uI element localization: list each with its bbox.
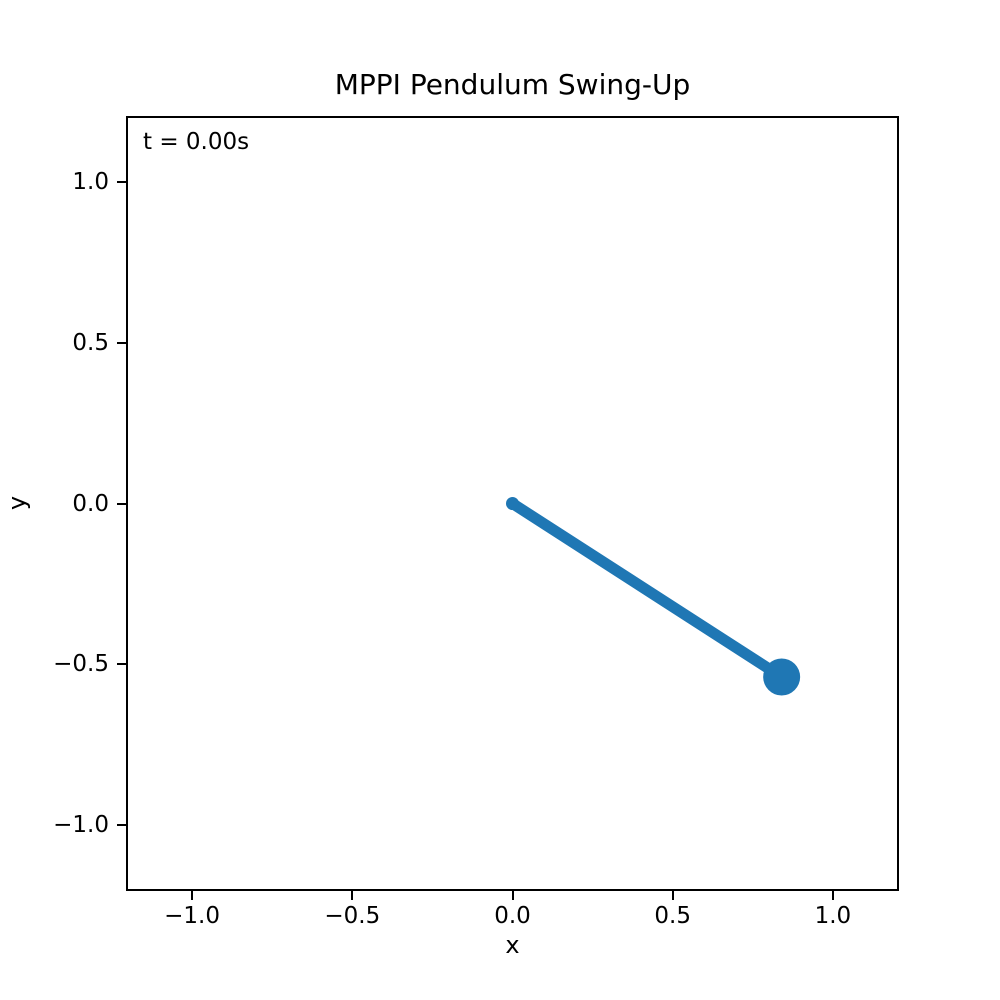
x-axis-label: x — [505, 931, 520, 959]
y-tick-mark — [117, 341, 126, 344]
y-axis-label: y — [3, 495, 31, 511]
time-annotation: t = 0.00s — [143, 129, 250, 155]
y-tick-mark — [117, 181, 126, 184]
y-tick-mark — [117, 823, 126, 826]
y-tick-label: 0.5 — [72, 329, 109, 356]
x-tick-label: 1.0 — [814, 903, 852, 929]
pendulum-bob-marker — [763, 658, 801, 696]
y-tick-label: −1.0 — [53, 811, 109, 838]
y-tick-label: 0.0 — [72, 490, 109, 517]
x-tick-mark — [511, 891, 514, 900]
x-tick-mark — [191, 891, 194, 900]
y-tick-label: 1.0 — [72, 169, 109, 196]
x-tick-mark — [831, 891, 834, 900]
x-tick-mark — [351, 891, 354, 900]
axes: t = 0.00s −1.0 −0.5 0.0 0.5 1.0 1.0 0.5 0.0 −0.5… — [53, 116, 899, 929]
plot-title: MPPI Pendulum Swing-Up — [334, 68, 691, 101]
x-tick-label: −1.0 — [164, 903, 221, 929]
x-tick-mark — [671, 891, 674, 900]
y-tick-mark — [117, 502, 126, 505]
x-tick-label: 0.0 — [494, 903, 531, 929]
x-tick-label: −0.5 — [324, 903, 381, 929]
y-tick-mark — [117, 663, 126, 666]
pendulum-svg — [506, 497, 801, 696]
x-tick-label: 0.5 — [654, 903, 691, 929]
pendulum-rod — [507, 498, 788, 683]
pendulum-pivot-marker — [506, 497, 519, 510]
y-tick-label: −0.5 — [53, 651, 109, 678]
